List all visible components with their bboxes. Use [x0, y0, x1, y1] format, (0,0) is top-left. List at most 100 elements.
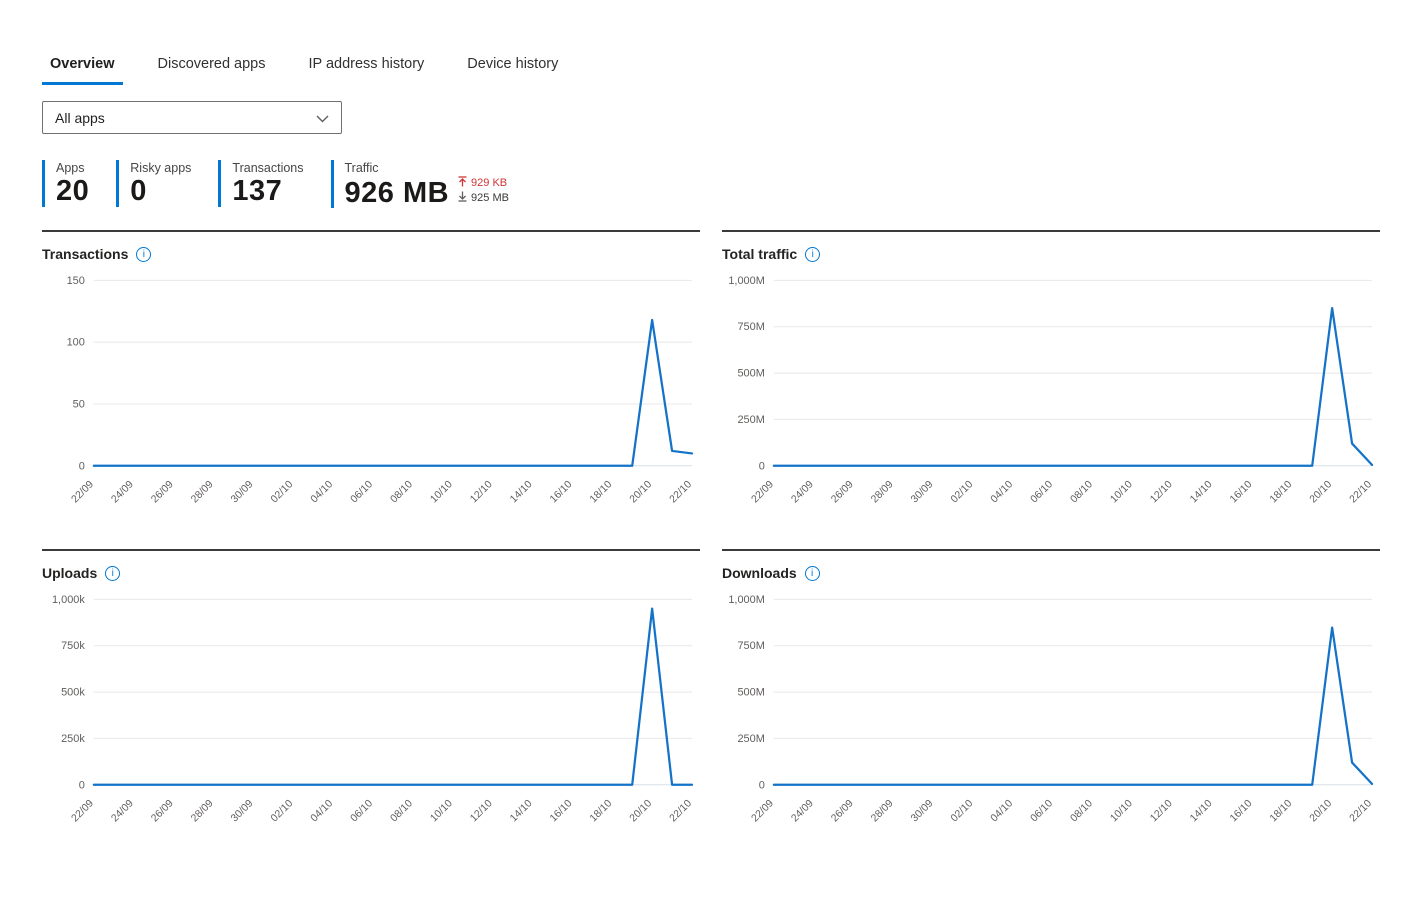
svg-text:0: 0 [79, 780, 85, 792]
uploads-chart-panel: Uploads i 1,000k 750k 500k 250k 0 22/09 24/09 2… [42, 549, 700, 847]
svg-text:20/10: 20/10 [628, 479, 654, 505]
svg-text:750M: 750M [737, 640, 764, 652]
tab-overview[interactable]: Overview [42, 54, 123, 85]
svg-text:22/09: 22/09 [750, 798, 776, 824]
svg-text:30/09: 30/09 [909, 479, 935, 505]
svg-text:04/10: 04/10 [989, 479, 1015, 505]
stat-transactions-value: 137 [232, 175, 283, 208]
svg-text:12/10: 12/10 [1148, 798, 1174, 824]
tab-bar: Overview Discovered apps IP address hist… [42, 54, 1380, 85]
svg-text:26/09: 26/09 [829, 479, 855, 505]
stat-transactions: Transactions 137 [218, 160, 304, 208]
svg-text:24/09: 24/09 [790, 479, 816, 505]
stat-apps-label: Apps [56, 161, 85, 175]
svg-text:04/10: 04/10 [989, 798, 1015, 824]
stat-risky-apps: Risky apps 0 [116, 160, 191, 207]
downloads-line-chart: 1,000M 750M 500M 250M 0 22/09 24/09 26/09 28/09 3… [728, 594, 1374, 825]
svg-text:26/09: 26/09 [149, 798, 175, 824]
svg-text:16/10: 16/10 [1228, 798, 1254, 824]
charts-grid: Transactions i 150 100 50 0 22/09 24/09 26/09 2… [42, 230, 1380, 847]
svg-text:14/10: 14/10 [1188, 479, 1214, 505]
svg-text:14/10: 14/10 [1188, 798, 1214, 824]
svg-text:06/10: 06/10 [349, 798, 375, 824]
transactions-line-chart: 150 100 50 0 22/09 24/09 26/09 28/09 30/09 02/10 0… [67, 275, 695, 506]
svg-text:22/09: 22/09 [70, 479, 96, 505]
info-icon[interactable]: i [804, 565, 820, 581]
svg-text:20/10: 20/10 [1308, 798, 1334, 824]
svg-text:26/09: 26/09 [829, 798, 855, 824]
upload-arrow-icon [458, 176, 467, 190]
info-icon[interactable]: i [136, 246, 152, 262]
svg-text:150: 150 [67, 275, 85, 287]
svg-text:28/09: 28/09 [869, 798, 895, 824]
svg-text:20/10: 20/10 [1308, 479, 1334, 505]
info-icon[interactable]: i [805, 246, 821, 262]
tab-ip-address-history[interactable]: IP address history [308, 56, 425, 72]
svg-text:1,000M: 1,000M [728, 275, 765, 287]
stat-traffic: Traffic 926 MB 929 KB [330, 160, 509, 208]
svg-text:0: 0 [759, 461, 765, 473]
svg-text:22/10: 22/10 [668, 798, 694, 824]
stat-apps-value: 20 [56, 175, 90, 208]
svg-text:16/10: 16/10 [1228, 479, 1254, 505]
svg-text:12/10: 12/10 [468, 798, 494, 824]
svg-text:22/10: 22/10 [1348, 479, 1374, 505]
svg-text:12/10: 12/10 [1148, 479, 1174, 505]
tab-device-history[interactable]: Device history [467, 56, 559, 72]
svg-text:1,000k: 1,000k [52, 594, 85, 606]
svg-text:750k: 750k [61, 640, 85, 652]
svg-text:06/10: 06/10 [1029, 479, 1055, 505]
svg-text:30/09: 30/09 [909, 798, 935, 824]
svg-text:24/09: 24/09 [110, 479, 136, 505]
download-arrow-icon [458, 191, 467, 205]
svg-text:30/09: 30/09 [229, 479, 255, 505]
svg-text:12/10: 12/10 [468, 479, 494, 505]
svg-text:500M: 500M [737, 687, 764, 699]
uploads-chart-title: Uploads [42, 565, 98, 582]
svg-text:16/10: 16/10 [548, 798, 574, 824]
svg-text:22/10: 22/10 [668, 479, 694, 505]
svg-text:22/09: 22/09 [750, 479, 776, 505]
svg-text:10/10: 10/10 [1109, 479, 1135, 505]
svg-text:02/10: 02/10 [269, 798, 295, 824]
svg-text:08/10: 08/10 [389, 479, 415, 505]
svg-text:28/09: 28/09 [189, 798, 215, 824]
svg-text:500k: 500k [61, 687, 85, 699]
info-icon[interactable]: i [105, 565, 121, 581]
uploads-line-chart: 1,000k 750k 500k 250k 0 22/09 24/09 26/09 28/09 3… [52, 594, 694, 825]
svg-text:18/10: 18/10 [588, 479, 614, 505]
chevron-down-icon [316, 110, 329, 126]
svg-text:26/09: 26/09 [149, 479, 175, 505]
apps-filter-dropdown[interactable]: All apps [42, 101, 342, 134]
svg-text:250k: 250k [61, 733, 85, 745]
svg-text:14/10: 14/10 [508, 479, 534, 505]
svg-text:50: 50 [73, 399, 85, 411]
svg-text:06/10: 06/10 [1029, 798, 1055, 824]
svg-text:30/09: 30/09 [229, 798, 255, 824]
total-traffic-chart-panel: Total traffic i 1,000M 750M 500M 250M 0 22/09… [722, 230, 1380, 528]
stat-risky-apps-label: Risky apps [130, 161, 192, 175]
svg-text:18/10: 18/10 [1268, 798, 1294, 824]
svg-text:14/10: 14/10 [508, 798, 534, 824]
svg-text:250M: 250M [737, 733, 764, 745]
svg-text:02/10: 02/10 [269, 479, 295, 505]
downloads-chart-title: Downloads [722, 565, 797, 582]
svg-text:10/10: 10/10 [429, 479, 455, 505]
svg-text:500M: 500M [737, 368, 764, 380]
cloud-discovery-dashboard: Overview Discovered apps IP address hist… [42, 54, 1380, 847]
stat-transactions-label: Transactions [232, 161, 304, 175]
svg-text:250M: 250M [737, 414, 764, 426]
svg-text:08/10: 08/10 [389, 798, 415, 824]
traffic-upload-value: 929 KB [471, 177, 508, 190]
svg-text:06/10: 06/10 [349, 479, 375, 505]
tab-discovered-apps[interactable]: Discovered apps [157, 56, 266, 72]
svg-text:04/10: 04/10 [309, 479, 335, 505]
svg-text:02/10: 02/10 [949, 798, 975, 824]
svg-text:22/10: 22/10 [1348, 798, 1374, 824]
svg-text:1,000M: 1,000M [728, 594, 765, 606]
svg-text:08/10: 08/10 [1069, 479, 1095, 505]
svg-text:10/10: 10/10 [429, 798, 455, 824]
downloads-chart-panel: Downloads i 1,000M 750M 500M 250M 0 22/09 24/0… [722, 549, 1380, 847]
svg-text:20/10: 20/10 [628, 798, 654, 824]
svg-text:750M: 750M [737, 321, 764, 333]
